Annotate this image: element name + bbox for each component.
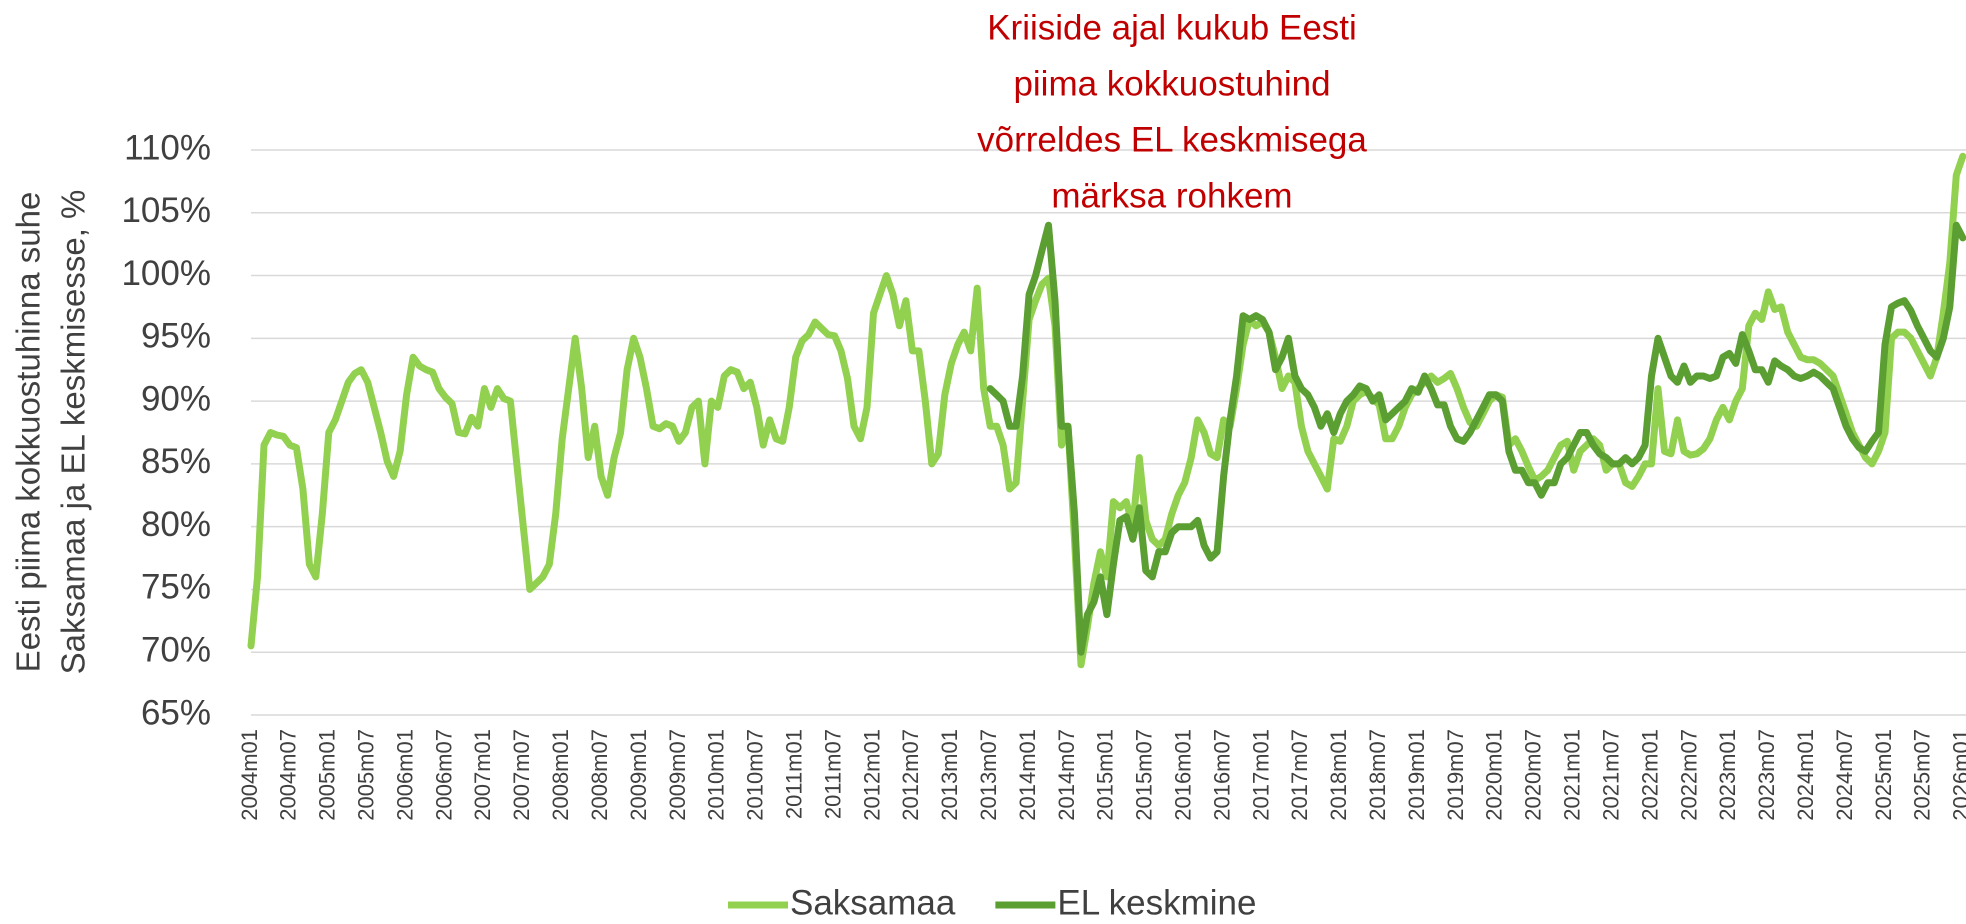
legend-label: Saksamaa	[790, 883, 956, 922]
x-tick-label: 2026m01	[1949, 729, 1966, 821]
x-tick-label: 2014m01	[1015, 729, 1040, 821]
y-tick-label: 75%	[141, 568, 211, 607]
x-tick-label: 2018m07	[1365, 729, 1390, 821]
x-tick-label: 2025m01	[1871, 729, 1896, 821]
series-line	[986, 221, 1966, 656]
y-axis-label: Eesti piima kokkuostuhinna suhe	[10, 192, 47, 673]
x-tick-label: 2006m01	[392, 729, 417, 821]
x-tick-label: 2017m07	[1287, 729, 1312, 821]
x-tick-label: 2015m07	[1132, 729, 1157, 821]
x-tick-label: 2004m01	[237, 729, 262, 821]
x-tick-label: 2011m07	[820, 729, 845, 819]
x-tick-label: 2007m01	[470, 729, 495, 821]
x-tick-label: 2015m01	[1093, 729, 1118, 821]
y-tick-label: 90%	[141, 379, 211, 418]
x-tick-label: 2025m07	[1910, 729, 1935, 821]
x-tick-label: 2012m01	[859, 729, 884, 821]
annotation: märksa rohkem	[1051, 176, 1292, 215]
x-tick-label: 2022m01	[1637, 729, 1662, 821]
x-tick-label: 2023m07	[1754, 729, 1779, 821]
annotation: võrreldes EL keskmisega	[977, 120, 1367, 159]
x-tick-label: 2009m01	[626, 729, 651, 821]
x-tick-label: 2019m07	[1443, 729, 1468, 821]
x-tick-label: 2019m01	[1404, 729, 1429, 821]
x-tick-label: 2008m01	[548, 729, 573, 821]
x-tick-label: 2007m07	[509, 729, 534, 821]
y-tick-label: 70%	[141, 630, 211, 669]
x-tick-label: 2014m07	[1054, 729, 1079, 821]
x-tick-label: 2020m07	[1521, 729, 1546, 821]
x-tick-label: 2013m01	[937, 729, 962, 821]
x-tick-label: 2018m01	[1326, 729, 1351, 821]
x-tick-label: 2008m07	[587, 729, 612, 821]
x-tick-label: 2024m07	[1832, 729, 1857, 821]
x-tick-label: 2017m01	[1248, 729, 1273, 821]
x-tick-label: 2012m07	[898, 729, 923, 821]
x-tick-label: 2020m01	[1482, 729, 1507, 821]
y-axis-label: Saksamaa ja EL keskmisesse, %	[55, 190, 92, 675]
x-tick-label: 2011m01	[781, 729, 806, 819]
x-tick-label: 2022m07	[1676, 729, 1701, 821]
x-tick-label: 2005m07	[354, 729, 379, 821]
legend-label: EL keskmine	[1057, 883, 1256, 922]
annotation: piima kokkuostuhind	[1013, 64, 1330, 103]
y-tick-label: 80%	[141, 505, 211, 544]
x-tick-label: 2024m01	[1793, 729, 1818, 821]
series-line	[247, 152, 1966, 669]
x-tick-label: 2016m07	[1209, 729, 1234, 821]
y-tick-label: 95%	[141, 317, 211, 356]
x-tick-label: 2021m01	[1560, 729, 1585, 821]
x-tick-label: 2006m07	[431, 729, 456, 821]
x-tick-label: 2010m01	[704, 729, 729, 821]
x-tick-label: 2004m07	[276, 729, 301, 821]
y-tick-label: 110%	[124, 128, 211, 167]
y-tick-label: 65%	[141, 693, 211, 732]
x-tick-label: 2005m01	[315, 729, 340, 821]
annotation: Kriiside ajal kukub Eesti	[987, 8, 1357, 47]
x-tick-label: 2009m07	[665, 729, 690, 821]
x-tick-label: 2021m07	[1598, 729, 1623, 821]
x-tick-label: 2023m01	[1715, 729, 1740, 821]
x-tick-label: 2016m01	[1171, 729, 1196, 821]
y-tick-label: 85%	[141, 442, 211, 481]
x-tick-label: 2013m07	[976, 729, 1001, 821]
x-tick-label: 2010m07	[743, 729, 768, 821]
y-tick-label: 105%	[121, 191, 211, 230]
y-tick-label: 100%	[121, 254, 211, 293]
